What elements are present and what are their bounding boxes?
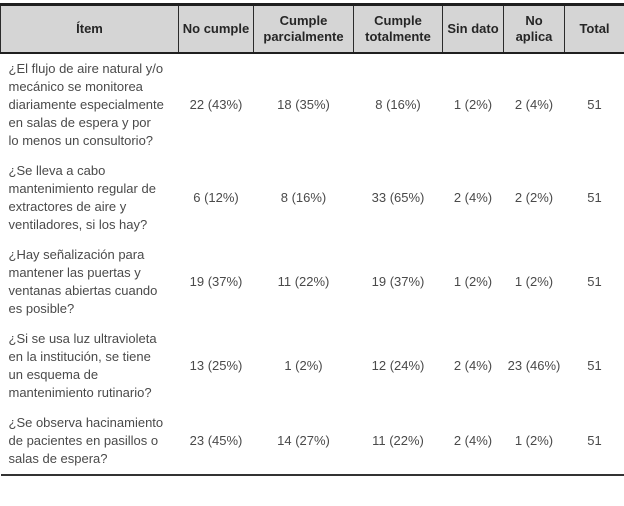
value-cell: 8 (16%) bbox=[375, 96, 421, 112]
header-row: Ítem No cumple Cumple parcialmente Cumpl… bbox=[0, 4, 624, 54]
value-cell: 2 (2%) bbox=[514, 189, 554, 205]
compliance-table: Ítem No cumple Cumple parcialmente Cumpl… bbox=[0, 3, 624, 476]
table-row: ¿Hay señalización para mantener las puer… bbox=[1, 240, 624, 324]
value-cell: 13 (25%) bbox=[189, 357, 243, 373]
table-row: ¿Se observa hacinamiento de pacientes en… bbox=[1, 408, 624, 475]
table-row: ¿Si se usa luz ultravioleta en la instit… bbox=[1, 324, 624, 408]
value-cell: 1 (2%) bbox=[453, 96, 493, 112]
value-cell: 1 (2%) bbox=[514, 432, 554, 448]
column-header-item: Ítem bbox=[0, 4, 179, 54]
column-header-total: Total bbox=[564, 4, 624, 54]
value-cell: 22 (43%) bbox=[189, 96, 243, 112]
value-cell: 1 (2%) bbox=[284, 357, 323, 373]
value-cell: 6 (12%) bbox=[193, 189, 239, 205]
column-header-no-aplica: No aplica bbox=[503, 4, 565, 54]
value-cell: 14 (27%) bbox=[277, 432, 330, 448]
total-cell: 51 bbox=[587, 357, 602, 373]
total-cell: 51 bbox=[587, 96, 602, 112]
item-cell: ¿Hay señalización para mantener las puer… bbox=[8, 246, 158, 316]
value-cell: 18 (35%) bbox=[277, 96, 330, 112]
value-cell: 19 (37%) bbox=[371, 273, 425, 289]
item-cell: ¿Se lleva a cabo mantenimiento regular d… bbox=[8, 162, 156, 232]
column-header-cumple-totalmente: Cumple totalmente bbox=[353, 4, 443, 54]
item-cell: ¿Si se usa luz ultravioleta en la instit… bbox=[8, 330, 157, 400]
value-cell: 23 (45%) bbox=[189, 432, 243, 448]
value-cell: 11 (22%) bbox=[372, 432, 424, 448]
table-row: ¿El flujo de aire natural y/o mecánico s… bbox=[1, 53, 624, 156]
column-header-cumple-parcialmente: Cumple parcialmente bbox=[253, 4, 354, 54]
value-cell: 1 (2%) bbox=[453, 273, 493, 289]
value-cell: 19 (37%) bbox=[189, 273, 243, 289]
column-header-no-cumple: No cumple bbox=[178, 4, 254, 54]
value-cell: 33 (65%) bbox=[371, 189, 425, 205]
value-cell: 12 (24%) bbox=[371, 357, 425, 373]
value-cell: 8 (16%) bbox=[280, 189, 327, 205]
value-cell: 2 (4%) bbox=[453, 432, 493, 448]
item-cell: ¿El flujo de aire natural y/o mecánico s… bbox=[8, 60, 164, 148]
total-cell: 51 bbox=[587, 432, 602, 448]
value-cell: 2 (4%) bbox=[514, 96, 554, 112]
value-cell: 23 (46%) bbox=[507, 357, 561, 373]
total-cell: 51 bbox=[587, 189, 602, 205]
column-header-sin-dato: Sin dato bbox=[442, 4, 504, 54]
value-cell: 2 (4%) bbox=[453, 357, 493, 373]
table-row: ¿Se lleva a cabo mantenimiento regular d… bbox=[1, 156, 624, 240]
total-cell: 51 bbox=[587, 273, 602, 289]
item-cell: ¿Se observa hacinamiento de pacientes en… bbox=[8, 414, 164, 466]
value-cell: 11 (22%) bbox=[277, 273, 330, 289]
value-cell: 2 (4%) bbox=[453, 189, 493, 205]
value-cell: 1 (2%) bbox=[514, 273, 554, 289]
